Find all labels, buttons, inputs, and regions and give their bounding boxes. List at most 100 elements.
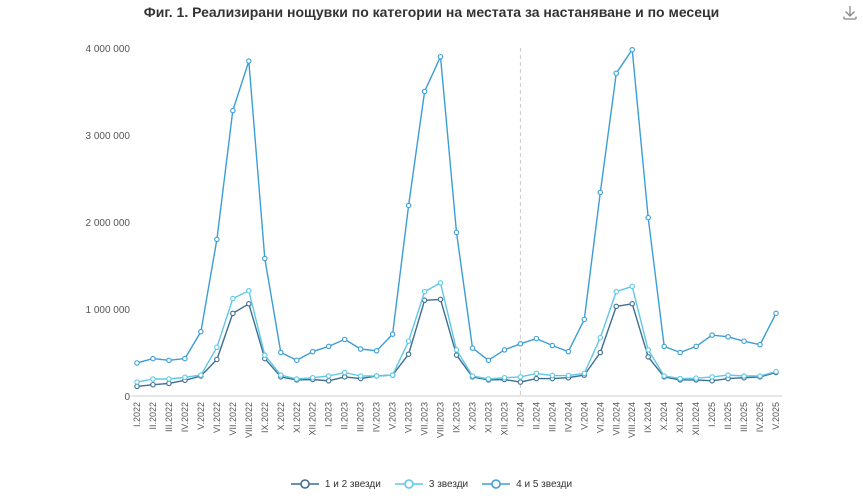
data-point bbox=[198, 372, 204, 378]
legend-item-series-2[interactable]: 3 звезди bbox=[394, 478, 469, 490]
legend-label: 3 звезди bbox=[428, 478, 469, 490]
data-point bbox=[549, 372, 556, 379]
data-point bbox=[389, 331, 396, 337]
x-tick-label: II.2022 bbox=[148, 402, 158, 430]
data-point bbox=[325, 343, 332, 350]
x-tick-label: IX.2022 bbox=[260, 402, 270, 433]
x-tick-label: III.2023 bbox=[356, 402, 366, 432]
data-point bbox=[309, 374, 316, 381]
x-tick-label: III.2022 bbox=[164, 402, 174, 432]
x-tick-label: V.2025 bbox=[771, 402, 781, 430]
data-point bbox=[453, 352, 460, 358]
data-point bbox=[597, 189, 604, 196]
x-tick-label: X.2024 bbox=[659, 402, 669, 431]
data-point bbox=[661, 373, 667, 379]
data-point bbox=[293, 357, 300, 364]
data-point bbox=[533, 335, 540, 342]
data-point bbox=[613, 303, 619, 310]
x-tick-label: IV.2024 bbox=[563, 402, 573, 432]
data-point bbox=[741, 373, 747, 379]
data-point bbox=[405, 338, 412, 344]
data-point bbox=[246, 301, 252, 307]
data-point bbox=[405, 351, 412, 357]
data-point bbox=[725, 372, 731, 378]
data-point bbox=[677, 349, 683, 356]
data-point bbox=[150, 381, 156, 388]
data-point bbox=[629, 301, 635, 307]
series-2 bbox=[134, 280, 779, 385]
data-point bbox=[341, 369, 348, 376]
legend-item-series-3[interactable]: 4 и 5 звезди bbox=[482, 478, 572, 490]
data-point bbox=[437, 280, 444, 286]
x-tick-label: I.2022 bbox=[132, 402, 142, 427]
legend-label: 4 и 5 звезди bbox=[516, 478, 573, 490]
data-point bbox=[214, 344, 220, 351]
data-point bbox=[741, 338, 747, 344]
data-point bbox=[565, 348, 572, 355]
data-point bbox=[757, 341, 763, 348]
x-tick-label: IX.2023 bbox=[452, 402, 462, 433]
data-point bbox=[533, 370, 540, 377]
x-tick-label: III.2025 bbox=[739, 402, 749, 432]
data-point bbox=[725, 334, 731, 340]
x-tick-label: VIII.2024 bbox=[627, 402, 637, 438]
download-icon[interactable] bbox=[841, 4, 859, 22]
x-tick-label: V.2022 bbox=[196, 402, 206, 430]
x-tick-label: VI.2023 bbox=[404, 402, 414, 433]
data-point bbox=[517, 341, 524, 347]
data-point bbox=[645, 354, 651, 360]
data-point bbox=[182, 374, 188, 381]
line-chart: 0 1 000 000 2 000 000 3 000 000 4 000 000 I.2… bbox=[86, 44, 782, 438]
data-point bbox=[278, 349, 284, 356]
x-tick-label: I.2024 bbox=[515, 402, 525, 427]
x-tick-label: XI.2023 bbox=[483, 402, 493, 433]
data-point bbox=[581, 316, 588, 323]
legend-label: 1 и 2 звезди bbox=[324, 478, 381, 490]
data-point bbox=[613, 70, 619, 76]
x-tick-label: VII.2022 bbox=[228, 402, 238, 436]
data-point bbox=[166, 376, 172, 382]
data-point bbox=[166, 380, 172, 387]
y-tick-label: 3 000 000 bbox=[86, 131, 131, 142]
legend-marker-icon bbox=[394, 479, 423, 489]
series-3 bbox=[134, 46, 779, 366]
data-point bbox=[357, 373, 364, 379]
chart-legend: 1 и 2 звезди 3 звезди 4 и 5 звезди bbox=[0, 478, 863, 490]
legend-item-series-1[interactable]: 1 и 2 звезди bbox=[290, 478, 381, 490]
data-point bbox=[629, 46, 635, 53]
data-point bbox=[437, 296, 444, 303]
x-tick-label: XII.2022 bbox=[308, 402, 318, 436]
data-point bbox=[214, 236, 220, 243]
data-point bbox=[485, 357, 492, 364]
data-point bbox=[773, 310, 779, 317]
x-tick-label: I.2023 bbox=[324, 402, 334, 427]
data-point bbox=[230, 310, 236, 317]
data-point bbox=[262, 352, 268, 358]
x-tick-label: XI.2024 bbox=[675, 402, 685, 433]
data-point bbox=[134, 360, 140, 366]
x-tick-label: IX.2024 bbox=[643, 402, 653, 433]
x-tick-label: XII.2023 bbox=[499, 402, 509, 436]
data-point bbox=[166, 357, 172, 364]
chart-title: Фиг. 1. Реализирани нощувки по категории… bbox=[143, 4, 720, 20]
data-point bbox=[517, 379, 524, 385]
x-tick-label: IV.2022 bbox=[180, 402, 190, 432]
data-point bbox=[661, 343, 667, 350]
data-point bbox=[453, 347, 460, 353]
x-tick-label: VIII.2023 bbox=[436, 402, 446, 438]
x-tick-label: VI.2024 bbox=[595, 402, 605, 433]
data-point bbox=[629, 283, 635, 290]
data-point bbox=[389, 372, 396, 378]
data-point bbox=[581, 370, 588, 377]
x-tick-label: X.2022 bbox=[276, 402, 286, 431]
x-tick-label: VII.2023 bbox=[420, 402, 430, 436]
data-point bbox=[150, 355, 156, 362]
data-point bbox=[709, 332, 715, 338]
data-point bbox=[373, 348, 380, 354]
data-point bbox=[677, 375, 683, 382]
data-point bbox=[437, 53, 444, 60]
data-point bbox=[214, 356, 220, 363]
x-tick-label: VIII.2022 bbox=[244, 402, 254, 438]
data-point bbox=[373, 373, 380, 379]
data-point bbox=[341, 336, 348, 343]
